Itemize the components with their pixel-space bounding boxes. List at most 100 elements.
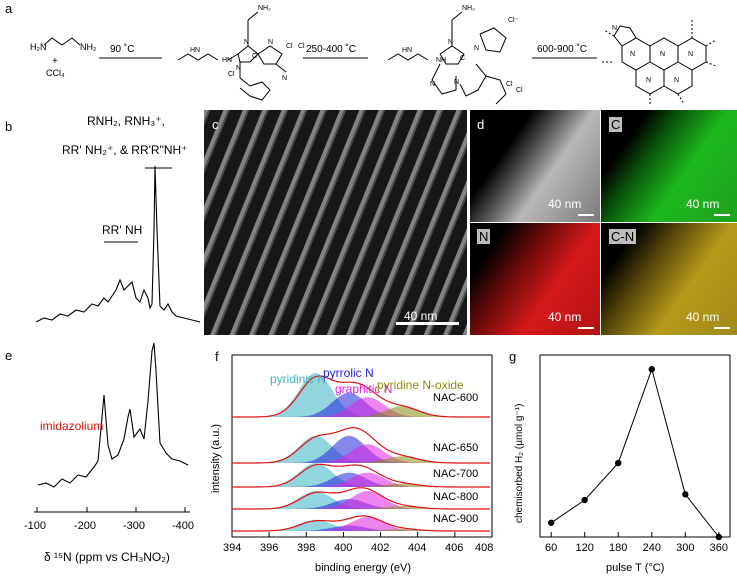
svg-text:NH₂: NH₂ [462,5,475,12]
step2-temp: 250-400 ˚C [306,43,356,55]
xps-envelope-4 [232,515,491,532]
h2-tick-label-120: 120 [576,542,594,554]
nmr-trace-e [37,342,189,488]
xps-frame [231,354,493,538]
svg-text:NH₂: NH₂ [258,5,271,12]
intermediate1-ring2 [257,45,283,65]
panel-label-g: g [509,349,517,364]
panel-label-b: b [5,119,13,134]
xps-tick-398: 398 [297,542,315,554]
svg-text:C: C [252,53,257,60]
nmr-tick-4: -400 [172,520,194,532]
xps-tick-402: 402 [371,542,389,554]
xps-tick-394: 394 [223,542,241,554]
h2-point-180 [615,459,622,467]
product-ring-1 [621,37,651,71]
scale-label-c: 40 nm [404,309,438,323]
sample-label-600: NAC-600 [433,392,478,404]
h2-point-240 [648,366,655,373]
product-imidazole [613,25,637,47]
h2-tick-label-180: 180 [609,542,627,554]
xps-chart: intensity (a.u.) binding energy (eV) pyr… [210,354,493,574]
panel-label-c: c [212,117,219,132]
nmr-tick-3: -300 [123,520,145,532]
h2-tick-label-360: 360 [710,542,728,554]
panel-label-f: f [215,349,219,364]
map-tag-c: C [609,117,623,132]
peak-label-pyrrolic: pyrrolic N [323,366,374,380]
h2-tick-label-300: 300 [676,542,694,554]
scale-bar-d1 [578,214,594,216]
xps-tick-404: 404 [408,542,426,554]
svg-text:N: N [612,25,617,32]
step3-temp: 600-900 ˚C [537,43,587,55]
svg-text:HN: HN [402,47,412,54]
svg-text:Cl⁻: Cl⁻ [508,17,519,24]
nmr-label-line2: RR' NH₂⁺, & RR'R"NH⁺ [62,143,188,157]
h2-y-label: chemisorbed H₂ (µmol g⁻¹) [514,404,525,523]
sample-label-800: NAC-800 [433,491,478,503]
intermediate2-imidazole-left [431,63,457,95]
product-ring-5 [663,70,693,95]
xps-tick-408: 408 [475,542,493,554]
xps-envelope-0 [232,375,491,418]
xps-tick-396: 396 [260,542,278,554]
scale-bar-d4 [714,327,730,329]
peak-label-graphitic: graphitic N [335,382,392,396]
xps-peak-pyridinic-0 [232,373,492,417]
xps-y-label: intensity (a.u.) [210,424,222,493]
svg-text:N: N [454,79,459,86]
svg-text:Cl: Cl [298,43,305,50]
h2-tick-label-240: 240 [643,542,661,554]
panel-label-a: a [5,1,13,16]
tem-image [204,110,467,335]
xps-tick-406: 406 [445,542,463,554]
nmr-label-imidazolium: imidazolium [40,419,103,433]
nmr-label-rrnh: RR' NH [102,223,142,237]
nmr-tick-1: -100 [24,520,46,532]
h2-chart: 60 120 180 240 300 360 chemisorbed H₂ (µmol g… [514,354,731,574]
h2-series-line [550,367,720,538]
step1-temp: 90 ˚C [110,43,134,55]
carbon-map [601,110,737,222]
nmr-tick-2: -200 [74,520,96,532]
svg-text:N: N [236,65,241,72]
nmr-trace-b [35,165,201,323]
product-ring-2 [649,37,679,71]
svg-text:N: N [448,39,453,46]
svg-text:N: N [430,81,435,88]
plus-sign: + [52,56,58,67]
h2-point-360 [715,533,723,541]
ccl4-label: CCl₄ [46,68,65,78]
intermediate2-chain [387,53,429,61]
svg-text:N: N [630,51,635,58]
xps-envelope-3 [232,487,491,510]
xps-envelope-2 [232,463,491,488]
svg-text:N: N [282,75,287,82]
xps-peak-pyridinic-1 [232,435,492,463]
xps-peak-graphitic-4 [232,517,492,531]
svg-text:HN: HN [222,57,232,64]
svg-text:HN: HN [190,47,200,54]
panel-label-d: d [477,117,485,132]
h2-point-120 [581,496,588,504]
h2-frame [539,354,731,538]
reaction-scheme: H₂N NH₂ + CCl₄ 90 ˚C 250-400 ˚C 600-900 … [30,5,717,105]
xps-x-label: binding energy (eV) [315,562,411,574]
xps-tick-400: 400 [334,542,352,554]
svg-text:C: C [460,55,465,62]
scale-label-d2: 40 nm [686,197,720,211]
intermediate1-ring3 [239,77,271,101]
h2-point-60 [547,519,555,526]
svg-text:N: N [268,39,273,46]
h2-point-300 [682,491,689,498]
nmr-label-line1: RNH₂, RNH₃⁺, [87,114,165,128]
panel-label-e: e [5,348,13,363]
map-tag-n: N [477,229,491,244]
amine-label-b: NH₂ [80,42,97,52]
nmr-spectrum-e: imidazolium -100 -200 -300 -400 δ ¹⁵N (p… [24,342,194,564]
xps-envelope-1 [232,427,491,464]
svg-text:N: N [474,45,479,52]
sample-label-650: NAC-650 [433,442,478,454]
peak-label-noxide: pyridine N-oxide [377,378,464,392]
